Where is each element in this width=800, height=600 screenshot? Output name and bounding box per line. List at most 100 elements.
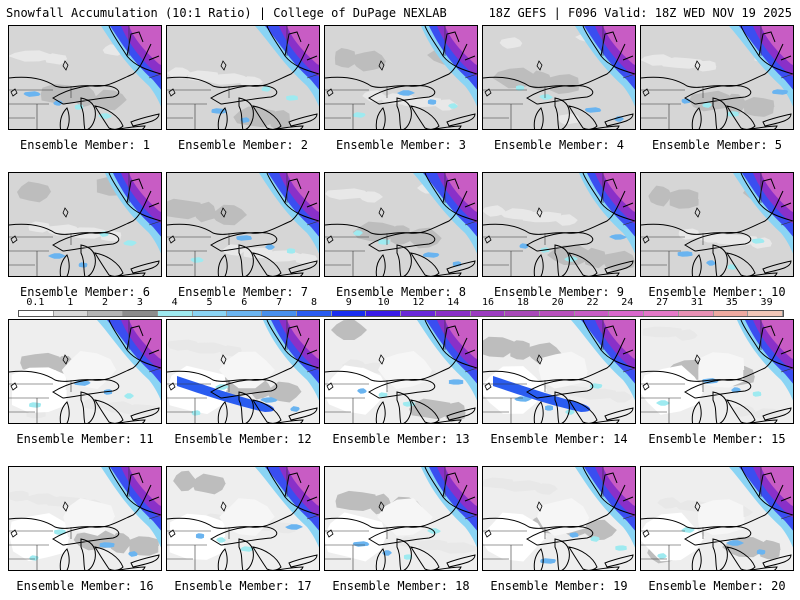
lake-effect-snow [29, 380, 134, 408]
coastline-outline [641, 173, 793, 235]
legend-label: 3 [136, 297, 143, 308]
snowfall-grey-shading [325, 490, 477, 562]
legend-swatch [435, 311, 471, 316]
state-borders [325, 467, 477, 570]
legend-labels: 0.1 1 2 3 4 5 6 7 8 9 10 12 14 16 18 20 22 24 27 31 35 39 [18, 297, 784, 309]
legend-label: 7 [276, 297, 283, 308]
lake-nipigon-outline [220, 501, 227, 512]
legend-swatch [262, 311, 297, 316]
member-map-graphic [9, 26, 161, 129]
member-map-16 [8, 466, 162, 571]
great-lakes-outline [684, 379, 792, 423]
legend-swatch [609, 311, 645, 316]
member-label-5: Ensemble Member: 5 [651, 138, 783, 152]
member-label-19: Ensemble Member: 19 [490, 579, 628, 593]
great-lakes-outline [684, 526, 792, 570]
legend-label: 6 [241, 297, 248, 308]
state-borders [325, 320, 477, 423]
legend-swatch [505, 311, 541, 316]
heavy-snow-band [255, 26, 319, 107]
member-map-graphic [325, 26, 477, 129]
lake-nipigon-outline [378, 501, 385, 512]
lake-effect-snow [190, 235, 296, 263]
legend-swatch [644, 311, 679, 316]
heavy-snow-band [575, 26, 635, 107]
lake-nipigon-outline [536, 501, 543, 512]
lake-nipigon-outline [62, 501, 69, 512]
state-borders [9, 320, 161, 423]
legend-label: 5 [206, 297, 213, 308]
lake-winnipeg-marker [168, 382, 176, 391]
legend-label: 8 [310, 297, 317, 308]
lake-effect-snow [177, 376, 300, 416]
member-label-9: Ensemble Member: 9 [493, 285, 625, 299]
member-label-11: Ensemble Member: 11 [16, 432, 154, 446]
member-map-graphic [641, 467, 793, 570]
great-lakes-outline [210, 526, 318, 570]
member-map-14 [482, 319, 636, 424]
legend-swatch [123, 311, 158, 316]
legend-label: 31 [690, 297, 703, 308]
great-lakes-outline [368, 85, 476, 129]
member-map-graphic [641, 320, 793, 423]
member-label-15: Ensemble Member: 15 [648, 432, 786, 446]
lake-nipigon-outline [220, 60, 227, 71]
lake-nipigon-outline [378, 60, 385, 71]
coastline-outline [167, 173, 319, 235]
great-lakes-outline [52, 526, 160, 570]
legend-label: 27 [656, 297, 669, 308]
great-lakes-outline [368, 379, 476, 423]
heavy-snow-band [729, 26, 793, 107]
coastline-outline [9, 467, 161, 529]
state-borders [325, 26, 477, 129]
member-label-10: Ensemble Member: 10 [648, 285, 786, 299]
lake-effect-snow [195, 524, 303, 552]
heavy-snow-band [571, 320, 635, 401]
state-borders [167, 320, 319, 423]
member-map-graphic [167, 26, 319, 129]
heavy-snow-band [729, 467, 793, 548]
lake-effect-snow [519, 234, 627, 262]
member-map-graphic [167, 320, 319, 423]
member-map-graphic [325, 467, 477, 570]
great-lakes-outline [210, 85, 318, 129]
member-map-3 [324, 25, 478, 130]
heavy-snow-band [413, 173, 477, 254]
lake-nipigon-outline [62, 207, 69, 218]
great-lakes-outline [52, 379, 160, 423]
coastline-outline [325, 173, 477, 235]
lake-nipigon-outline [378, 207, 385, 218]
legend-swatch [540, 311, 575, 316]
member-map-19 [482, 466, 636, 571]
lake-winnipeg-marker [484, 88, 492, 97]
member-map-18 [324, 466, 478, 571]
great-lakes-outline [526, 232, 634, 276]
lake-winnipeg-marker [326, 529, 334, 538]
great-lakes-outline [684, 232, 792, 276]
coastline-outline [9, 173, 161, 235]
coastline-outline [9, 26, 161, 88]
member-map-graphic [483, 320, 635, 423]
legend-label: 20 [551, 297, 564, 308]
member-map-10 [640, 172, 794, 277]
member-map-13 [324, 319, 478, 424]
legend-swatch [192, 311, 228, 316]
lake-nipigon-outline [220, 207, 227, 218]
lake-nipigon-outline [694, 207, 701, 218]
member-label-14: Ensemble Member: 14 [490, 432, 628, 446]
legend-label: 0.1 [26, 297, 45, 308]
great-lakes-outline [368, 526, 476, 570]
color-legend [18, 310, 784, 317]
member-label-12: Ensemble Member: 12 [174, 432, 312, 446]
state-borders [641, 26, 793, 129]
member-map-graphic [483, 173, 635, 276]
heavy-snow-band [417, 320, 477, 401]
member-map-7 [166, 172, 320, 277]
lake-winnipeg-marker [10, 88, 18, 97]
lake-winnipeg-marker [484, 529, 492, 538]
coastline-outline [325, 26, 477, 88]
member-map-6 [8, 172, 162, 277]
lake-winnipeg-marker [326, 382, 334, 391]
lake-nipigon-outline [378, 354, 385, 365]
legend-swatch [88, 311, 124, 316]
